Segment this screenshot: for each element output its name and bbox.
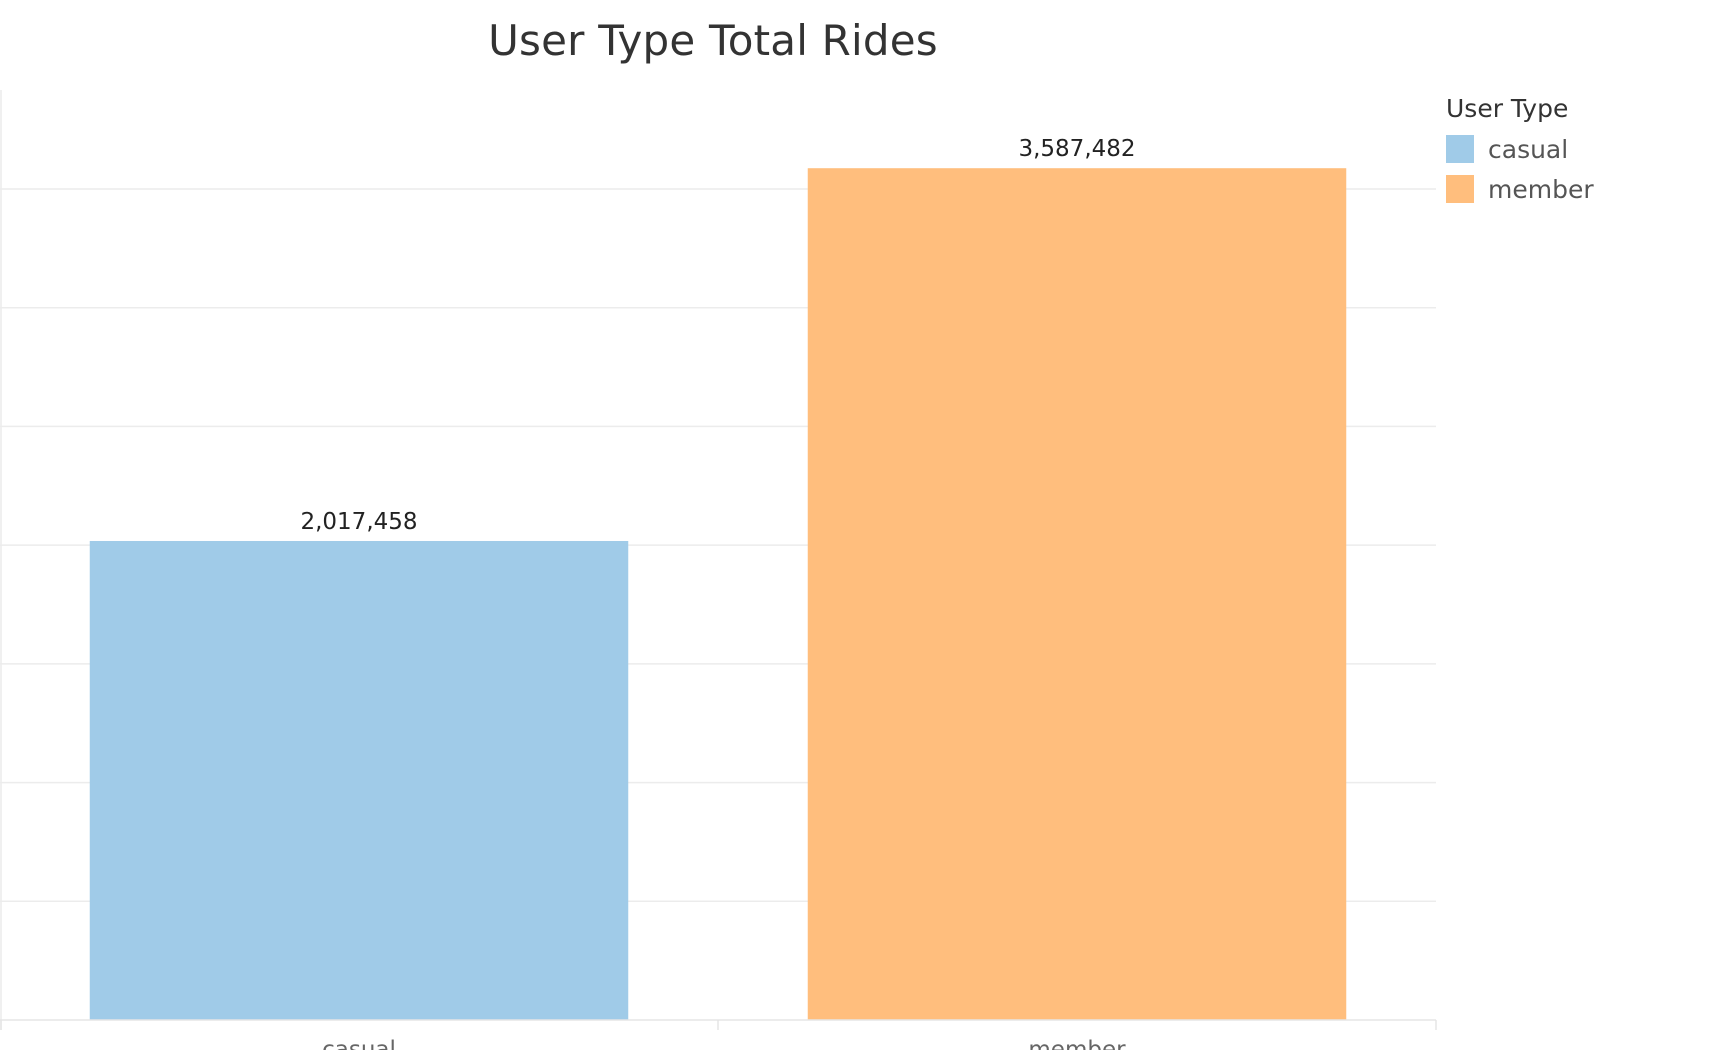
legend-swatch <box>1446 135 1474 163</box>
bar-member <box>807 168 1347 1020</box>
x-axis: casual member <box>0 1019 1437 1050</box>
data-labels: 2,017,458 3,587,482 <box>300 136 1135 535</box>
bar-casual <box>89 540 629 1020</box>
data-label-casual: 2,017,458 <box>300 509 417 535</box>
legend-label: member <box>1488 174 1594 204</box>
legend-item-member[interactable]: member <box>1446 169 1706 209</box>
legend-title: User Type <box>1446 94 1569 123</box>
legend-items: casual member <box>1446 129 1706 209</box>
legend: User Type casual member <box>1446 94 1706 209</box>
legend-label: casual <box>1488 134 1569 164</box>
legend-item-casual[interactable]: casual <box>1446 129 1706 169</box>
chart-title: User Type Total Rides <box>488 16 938 65</box>
legend-swatch <box>1446 175 1474 203</box>
x-tick-label-member: member <box>1028 1037 1126 1050</box>
bars <box>89 168 1347 1020</box>
x-tick-label-casual: casual <box>322 1037 396 1050</box>
data-label-member: 3,587,482 <box>1018 136 1135 162</box>
